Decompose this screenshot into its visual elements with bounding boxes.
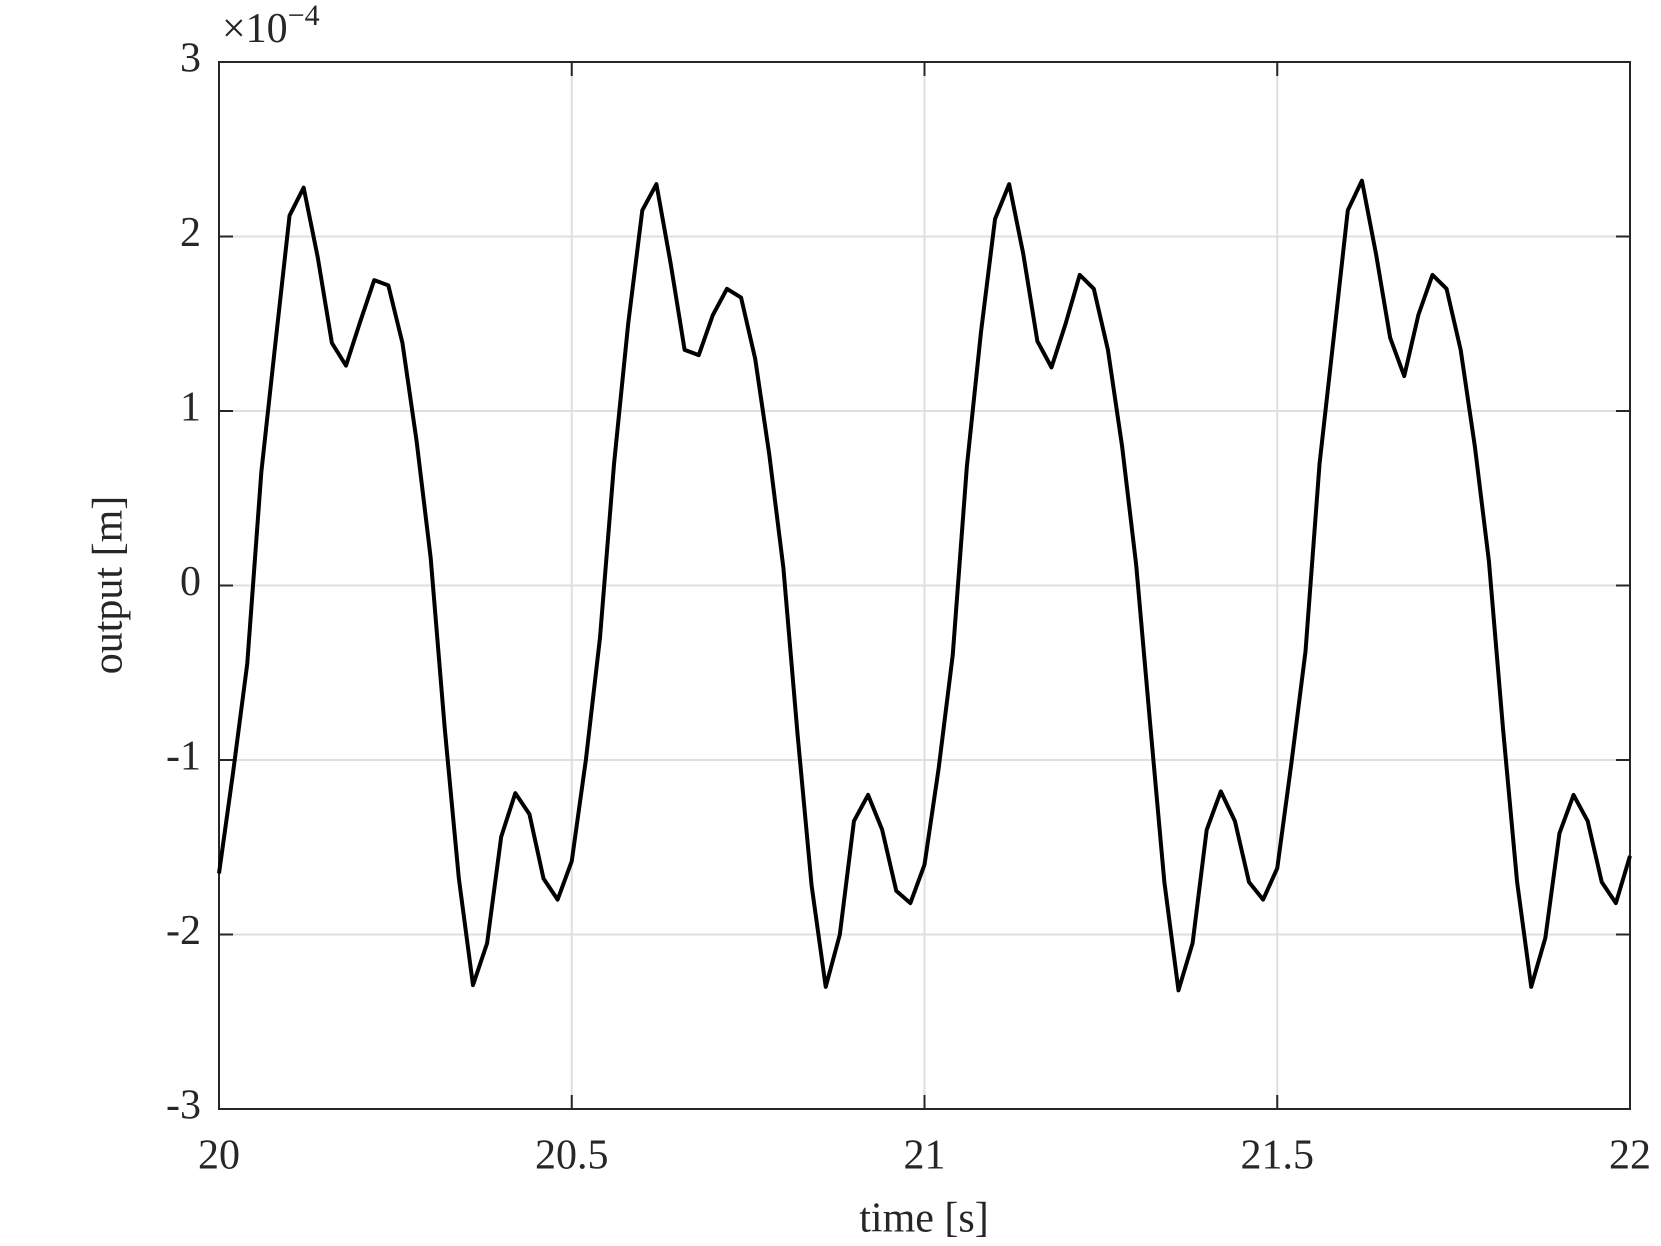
y-axis-label: output [m] <box>86 496 132 674</box>
x-axis-label: time [s] <box>859 1196 988 1242</box>
y-tick-label: -2 <box>166 908 201 954</box>
x-tick-label: 20 <box>198 1133 240 1179</box>
y-tick-label: 0 <box>180 559 201 605</box>
y-tick-label: -3 <box>166 1083 201 1129</box>
data-line <box>217 178 1632 993</box>
x-tick-label: 21.5 <box>1241 1133 1315 1179</box>
x-tick-label: 22 <box>1609 1133 1651 1179</box>
axis-multiplier: ×10−4 <box>222 0 320 52</box>
multiplier-base: ×10 <box>222 6 288 52</box>
x-tick-label: 21 <box>904 1133 946 1179</box>
y-tick-label: 3 <box>180 36 201 82</box>
x-tick-label: 20.5 <box>535 1133 609 1179</box>
multiplier-exponent: −4 <box>288 0 320 32</box>
y-tick-label: -1 <box>166 734 201 780</box>
y-tick-label: 2 <box>180 210 201 256</box>
axes-box <box>218 61 1631 1110</box>
y-tick-label: 1 <box>180 385 201 431</box>
